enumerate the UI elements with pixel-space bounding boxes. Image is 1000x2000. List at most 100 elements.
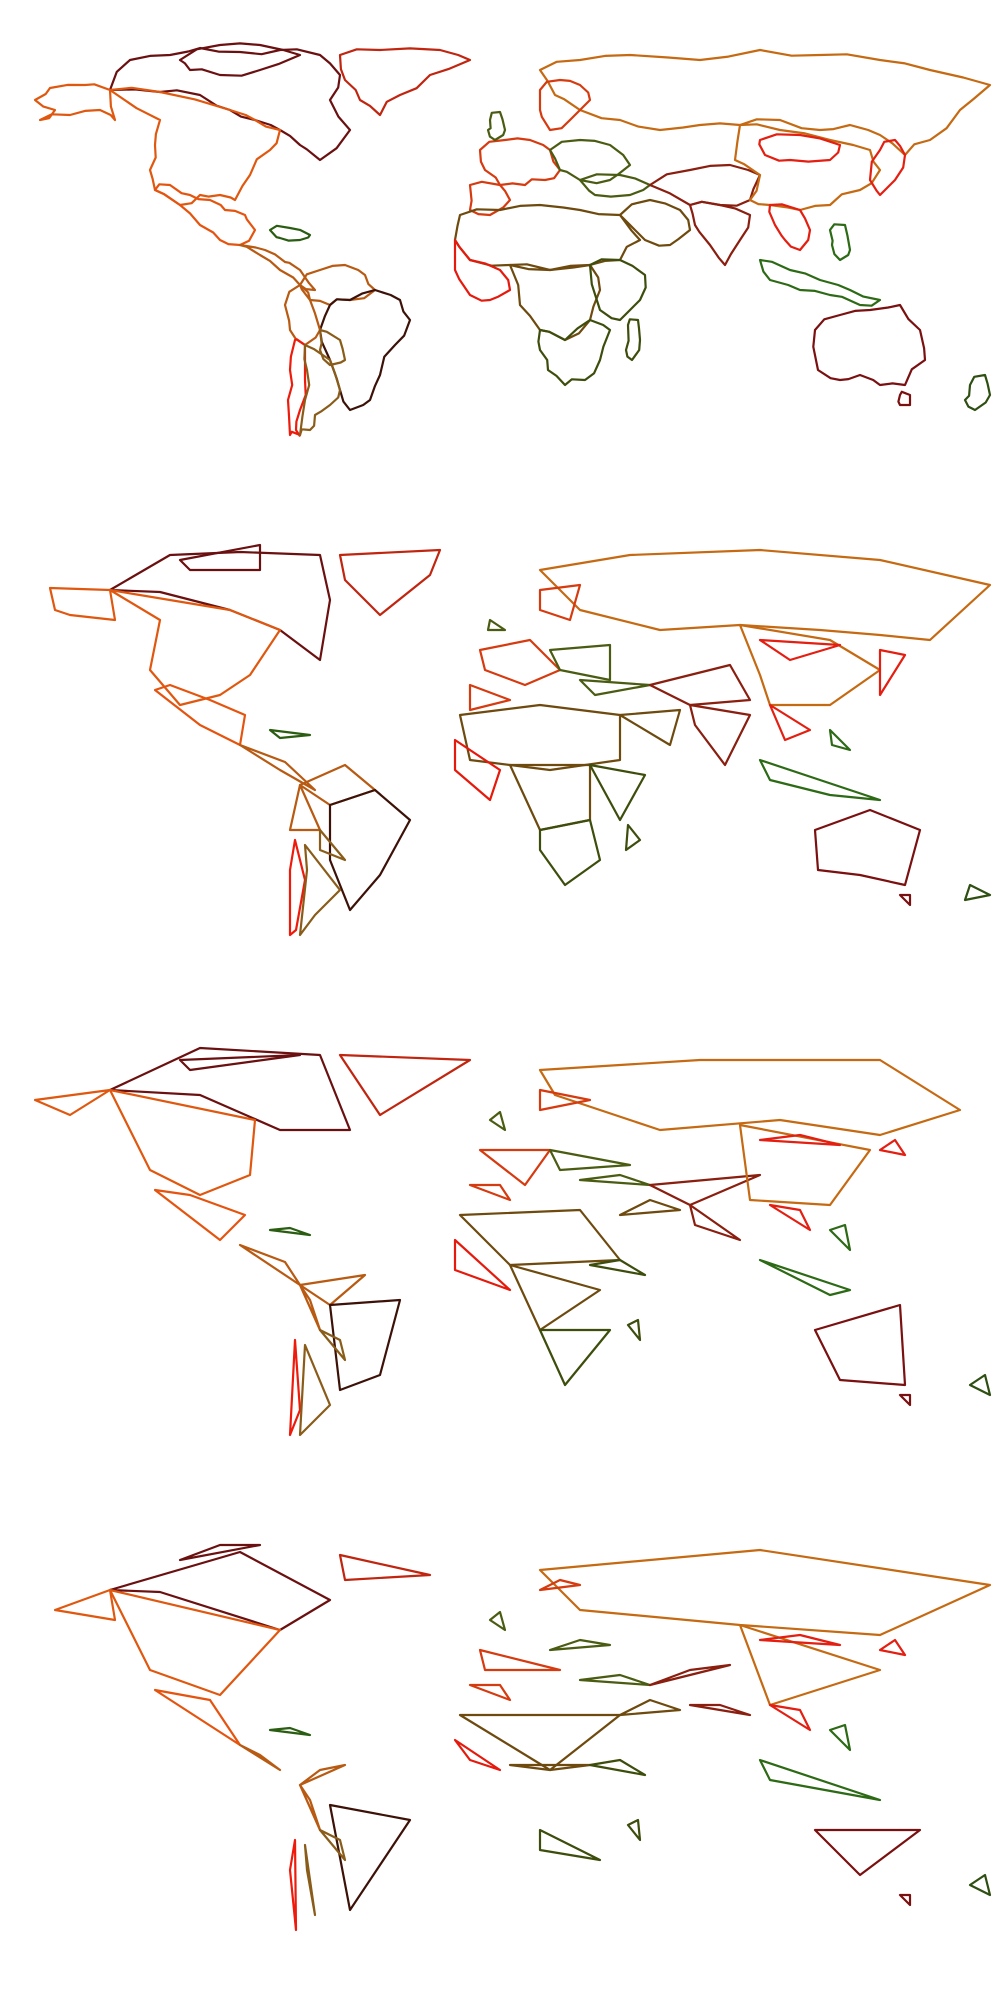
chile-outline [288,1338,302,1437]
north-africa-outline [458,1713,622,1772]
caribbean-islands [268,1226,312,1237]
caribbean-islands [268,224,312,242]
chile-outline [288,838,307,937]
madagascar-outline [626,1318,642,1342]
iran-central-asia-outline [648,663,752,707]
southern-africa-outline [538,1828,602,1862]
central-america-outline [238,1243,302,1287]
chile-outline [288,1838,298,1932]
tasmania-outline [898,893,912,907]
southern-africa-outline [538,818,602,887]
central-africa-outline [508,763,592,832]
mexico-outline [153,183,257,247]
greenland-outline [338,1553,432,1582]
canada-outline [108,550,332,662]
new-zealand-outline [968,1873,992,1897]
mongolia-outline [758,638,842,662]
philippines-islands [828,1223,852,1252]
chile-outline [286,338,307,437]
russia-outline [538,548,992,642]
central-africa-outline [508,1763,592,1772]
turkey-outline [578,173,652,198]
russia-outline [538,1548,992,1637]
canada-outline [108,1550,332,1632]
greenland-outline [338,47,472,117]
uk-outline [486,110,507,142]
iberia-outline [468,683,512,712]
mongolia-outline [758,1633,842,1647]
western-europe-outline [478,1148,552,1187]
canada-islands [178,42,302,77]
mexico-outline [153,1188,247,1242]
new-zealand-outline [963,883,992,902]
australia-outline [813,808,922,887]
indonesia-islands [758,258,882,307]
bolivia-paraguay-outline [318,1328,347,1362]
bolivia-paraguay-outline [318,1828,347,1862]
new-zealand-outline [968,1373,992,1397]
india-outline [688,1703,752,1717]
map-panel-3 [0,1000,1000,1500]
middle-east-outline [618,198,692,247]
china-outline [738,623,882,707]
map-panel-4 [0,1500,1000,2000]
west-africa-outline [453,238,512,302]
southeast-asia-outline [768,1703,812,1732]
china-outline [738,1623,882,1707]
central-america-outline [238,743,317,792]
alaska-outline [53,1588,117,1622]
world-map-outline-medium-detail [48,543,992,937]
iberia-outline [468,1683,512,1702]
western-europe-outline [478,638,562,687]
brazil-outline [328,788,412,912]
middle-east-outline [618,1698,682,1717]
scandinavia-outline [538,1088,592,1112]
japan-korea-outline [878,1138,907,1157]
madagascar-outline [624,318,642,362]
india-outline [688,1203,742,1242]
western-europe-outline [478,137,562,187]
canada-outline [108,1046,352,1132]
greenland-outline [338,548,442,617]
argentina-outline [298,843,342,937]
middle-east-outline [618,1198,682,1217]
mexico-outline [153,1688,242,1747]
tasmania-outline [898,1893,912,1907]
southern-africa-outline [537,318,612,387]
iran-central-asia-outline [648,1663,732,1687]
mongolia-outline [758,133,842,163]
north-africa-outline [458,1208,622,1267]
japan-korea-outline [878,1638,907,1657]
caribbean-islands [268,728,312,740]
tasmania-outline [897,390,912,407]
north-africa-outline [458,703,622,772]
canada-islands [178,1053,302,1072]
iberia-outline [468,1183,512,1202]
new-zealand-outline [963,373,992,412]
argentina-outline [298,1343,332,1437]
central-africa-outline [508,1263,602,1332]
eastern-europe-outline [548,1148,632,1172]
tasmania-outline [898,1393,912,1407]
mongolia-outline [758,1133,842,1147]
central-america-outline [238,243,317,292]
world-map-outline-minimal-detail [53,1543,992,1932]
colombia-venezuela-outline [298,1763,347,1787]
map-panel-2 [0,500,1000,1000]
uk-outline [488,1610,507,1632]
peru-outline [298,1283,322,1332]
japan-korea-outline [878,648,907,697]
middle-east-outline [618,708,682,747]
world-map-outline-high-detail [33,42,992,437]
central-america-outline [238,1743,282,1772]
canada-islands [178,543,262,572]
scandinavia-outline [538,1578,582,1592]
argentina-outline [303,1843,317,1917]
brazil-outline [328,1803,412,1912]
usa-outline [108,588,282,707]
greenland-outline [338,1053,472,1117]
central-africa-outline [508,263,602,342]
bolivia-paraguay-outline [318,328,347,367]
indonesia-islands [758,758,882,802]
usa-outline [108,1588,282,1697]
